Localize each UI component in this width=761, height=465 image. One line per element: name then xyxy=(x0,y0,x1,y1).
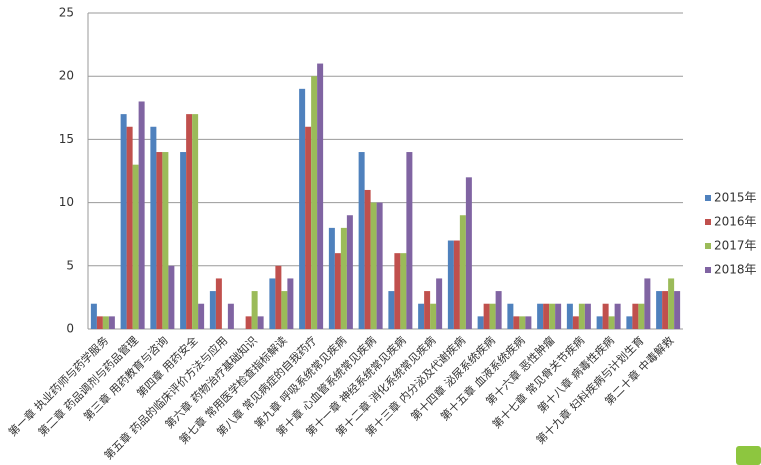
bar xyxy=(251,291,258,329)
bar xyxy=(430,303,437,329)
bar xyxy=(549,303,556,329)
bar xyxy=(424,291,431,329)
bar xyxy=(180,152,187,329)
bar xyxy=(358,152,365,329)
bar xyxy=(537,303,544,329)
legend-swatch xyxy=(705,219,711,225)
bar xyxy=(513,316,520,329)
bar xyxy=(287,278,294,329)
bar xyxy=(555,303,562,329)
bar xyxy=(495,291,502,329)
bar xyxy=(394,253,401,329)
bar xyxy=(638,303,645,329)
y-tick-label: 15 xyxy=(59,132,74,146)
bar xyxy=(376,202,383,329)
bar xyxy=(96,316,103,329)
bar xyxy=(543,303,550,329)
bar xyxy=(346,215,353,329)
corner-widget xyxy=(736,446,761,465)
bar xyxy=(436,278,443,329)
bar xyxy=(519,316,526,329)
bar xyxy=(311,76,318,329)
bar xyxy=(364,189,371,329)
bar xyxy=(584,303,591,329)
bar xyxy=(156,152,163,329)
y-tick-label: 5 xyxy=(66,258,74,272)
bar xyxy=(305,126,312,329)
bar xyxy=(477,316,484,329)
bar xyxy=(192,114,199,330)
bar xyxy=(317,63,324,330)
bar xyxy=(465,177,472,329)
bar xyxy=(215,278,222,329)
bar xyxy=(626,316,633,329)
bar xyxy=(662,291,669,329)
bar xyxy=(525,316,532,329)
y-tick-label: 20 xyxy=(59,69,74,83)
bar xyxy=(102,316,109,329)
bar xyxy=(400,253,407,329)
bar xyxy=(572,316,579,329)
bar xyxy=(281,291,288,329)
legend-label: 2016年 xyxy=(714,215,757,229)
bar xyxy=(608,316,615,329)
bar xyxy=(198,303,205,329)
bar xyxy=(614,303,621,329)
y-tick-label: 0 xyxy=(66,322,74,336)
y-tick-label: 10 xyxy=(59,195,74,209)
legend-swatch xyxy=(705,243,711,249)
bar xyxy=(668,278,675,329)
bar xyxy=(108,316,115,329)
bar xyxy=(459,215,466,329)
bar xyxy=(120,114,127,330)
bar xyxy=(162,152,169,329)
legend-label: 2018年 xyxy=(714,263,757,277)
bar xyxy=(269,278,276,329)
bar xyxy=(209,291,216,329)
bar xyxy=(328,227,335,329)
bar xyxy=(656,291,663,329)
bar xyxy=(340,227,347,329)
bar xyxy=(447,240,454,329)
bar xyxy=(507,303,514,329)
bar xyxy=(245,316,252,329)
bar xyxy=(370,202,377,329)
legend-label: 2015年 xyxy=(714,191,757,205)
bar xyxy=(596,316,603,329)
bar xyxy=(227,303,234,329)
bar xyxy=(132,164,139,329)
bar xyxy=(334,253,341,329)
bar xyxy=(644,278,651,329)
bar xyxy=(168,265,175,329)
bar xyxy=(186,114,193,330)
bar xyxy=(489,303,496,329)
bar xyxy=(483,303,490,329)
y-tick-label: 25 xyxy=(59,6,74,20)
bar xyxy=(406,152,413,329)
bar xyxy=(150,126,157,329)
bar xyxy=(299,88,306,329)
bar xyxy=(453,240,460,329)
legend-swatch xyxy=(705,267,711,273)
bar xyxy=(418,303,425,329)
bar xyxy=(632,303,639,329)
bar xyxy=(126,126,133,329)
bar xyxy=(90,303,97,329)
bar xyxy=(566,303,573,329)
bar xyxy=(275,265,282,329)
bar xyxy=(578,303,585,329)
legend-label: 2017年 xyxy=(714,239,757,253)
bar xyxy=(388,291,395,329)
legend-swatch xyxy=(705,195,711,201)
bar xyxy=(257,316,264,329)
bar xyxy=(138,101,145,329)
bar xyxy=(674,291,681,329)
bar xyxy=(602,303,609,329)
